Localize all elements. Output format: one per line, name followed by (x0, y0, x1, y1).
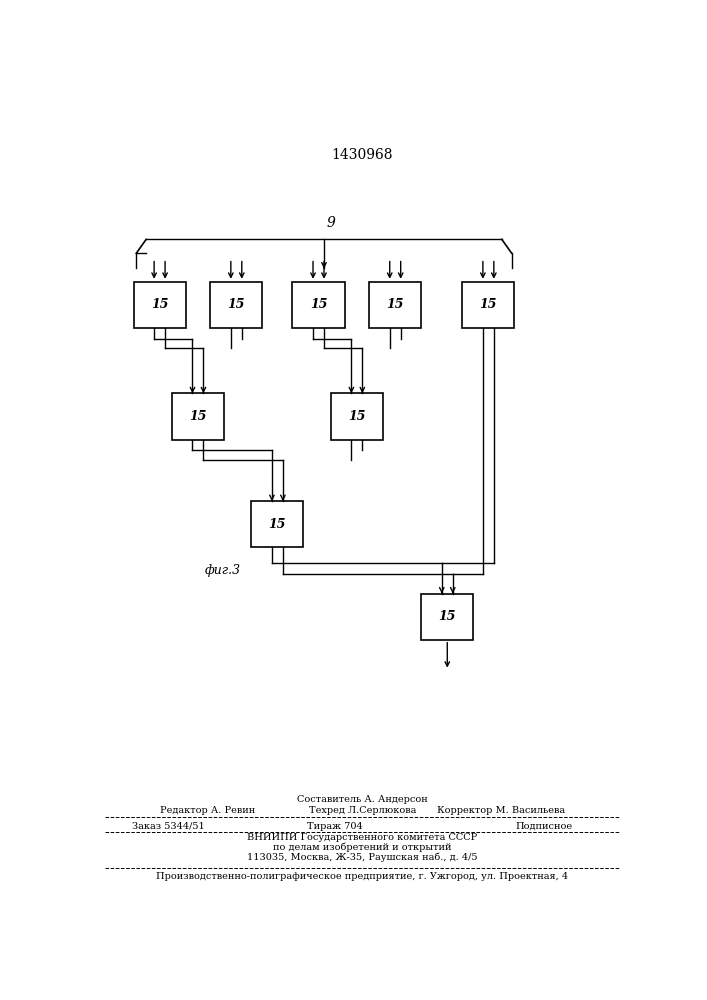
Bar (134, 282, 186, 328)
Text: 15: 15 (438, 610, 456, 623)
Text: по делам изобретений и открытий: по делам изобретений и открытий (273, 843, 452, 852)
Text: фиг.3: фиг.3 (204, 564, 240, 577)
Bar (293, 282, 344, 328)
Bar (172, 393, 224, 440)
Text: Корректор М. Васильева: Корректор М. Васильева (437, 806, 565, 815)
Text: 15: 15 (269, 518, 286, 531)
Text: Составитель А. Андерсон: Составитель А. Андерсон (297, 795, 428, 804)
Text: 15: 15 (387, 298, 404, 311)
Text: Производственно-полиграфическое предприятие, г. Ужгород, ул. Проектная, 4: Производственно-полиграфическое предприя… (156, 872, 568, 881)
Bar (331, 393, 383, 440)
Text: 113035, Москва, Ж-35, Раушская наб., д. 4/5: 113035, Москва, Ж-35, Раушская наб., д. … (247, 853, 478, 862)
Bar (421, 594, 473, 640)
Text: 15: 15 (479, 298, 497, 311)
Text: 1430968: 1430968 (332, 148, 393, 162)
Text: Подписное: Подписное (516, 822, 573, 831)
Text: Редактор А. Ревин: Редактор А. Ревин (160, 806, 255, 815)
Text: 15: 15 (151, 298, 168, 311)
Text: 15: 15 (189, 410, 206, 423)
Text: 15: 15 (228, 298, 245, 311)
Text: Тираж 704: Тираж 704 (307, 822, 363, 831)
Text: Заказ 5344/51: Заказ 5344/51 (132, 822, 205, 831)
Text: 9: 9 (326, 216, 335, 230)
Bar (369, 282, 421, 328)
Text: 15: 15 (310, 298, 327, 311)
Text: Техред Л.Серлюкова: Техред Л.Серлюкова (309, 806, 416, 815)
Bar (462, 282, 515, 328)
Bar (210, 282, 262, 328)
Text: ВНИИПИ Государственного комитета СССР: ВНИИПИ Государственного комитета СССР (247, 833, 477, 842)
Bar (252, 501, 303, 547)
Text: 15: 15 (348, 410, 366, 423)
